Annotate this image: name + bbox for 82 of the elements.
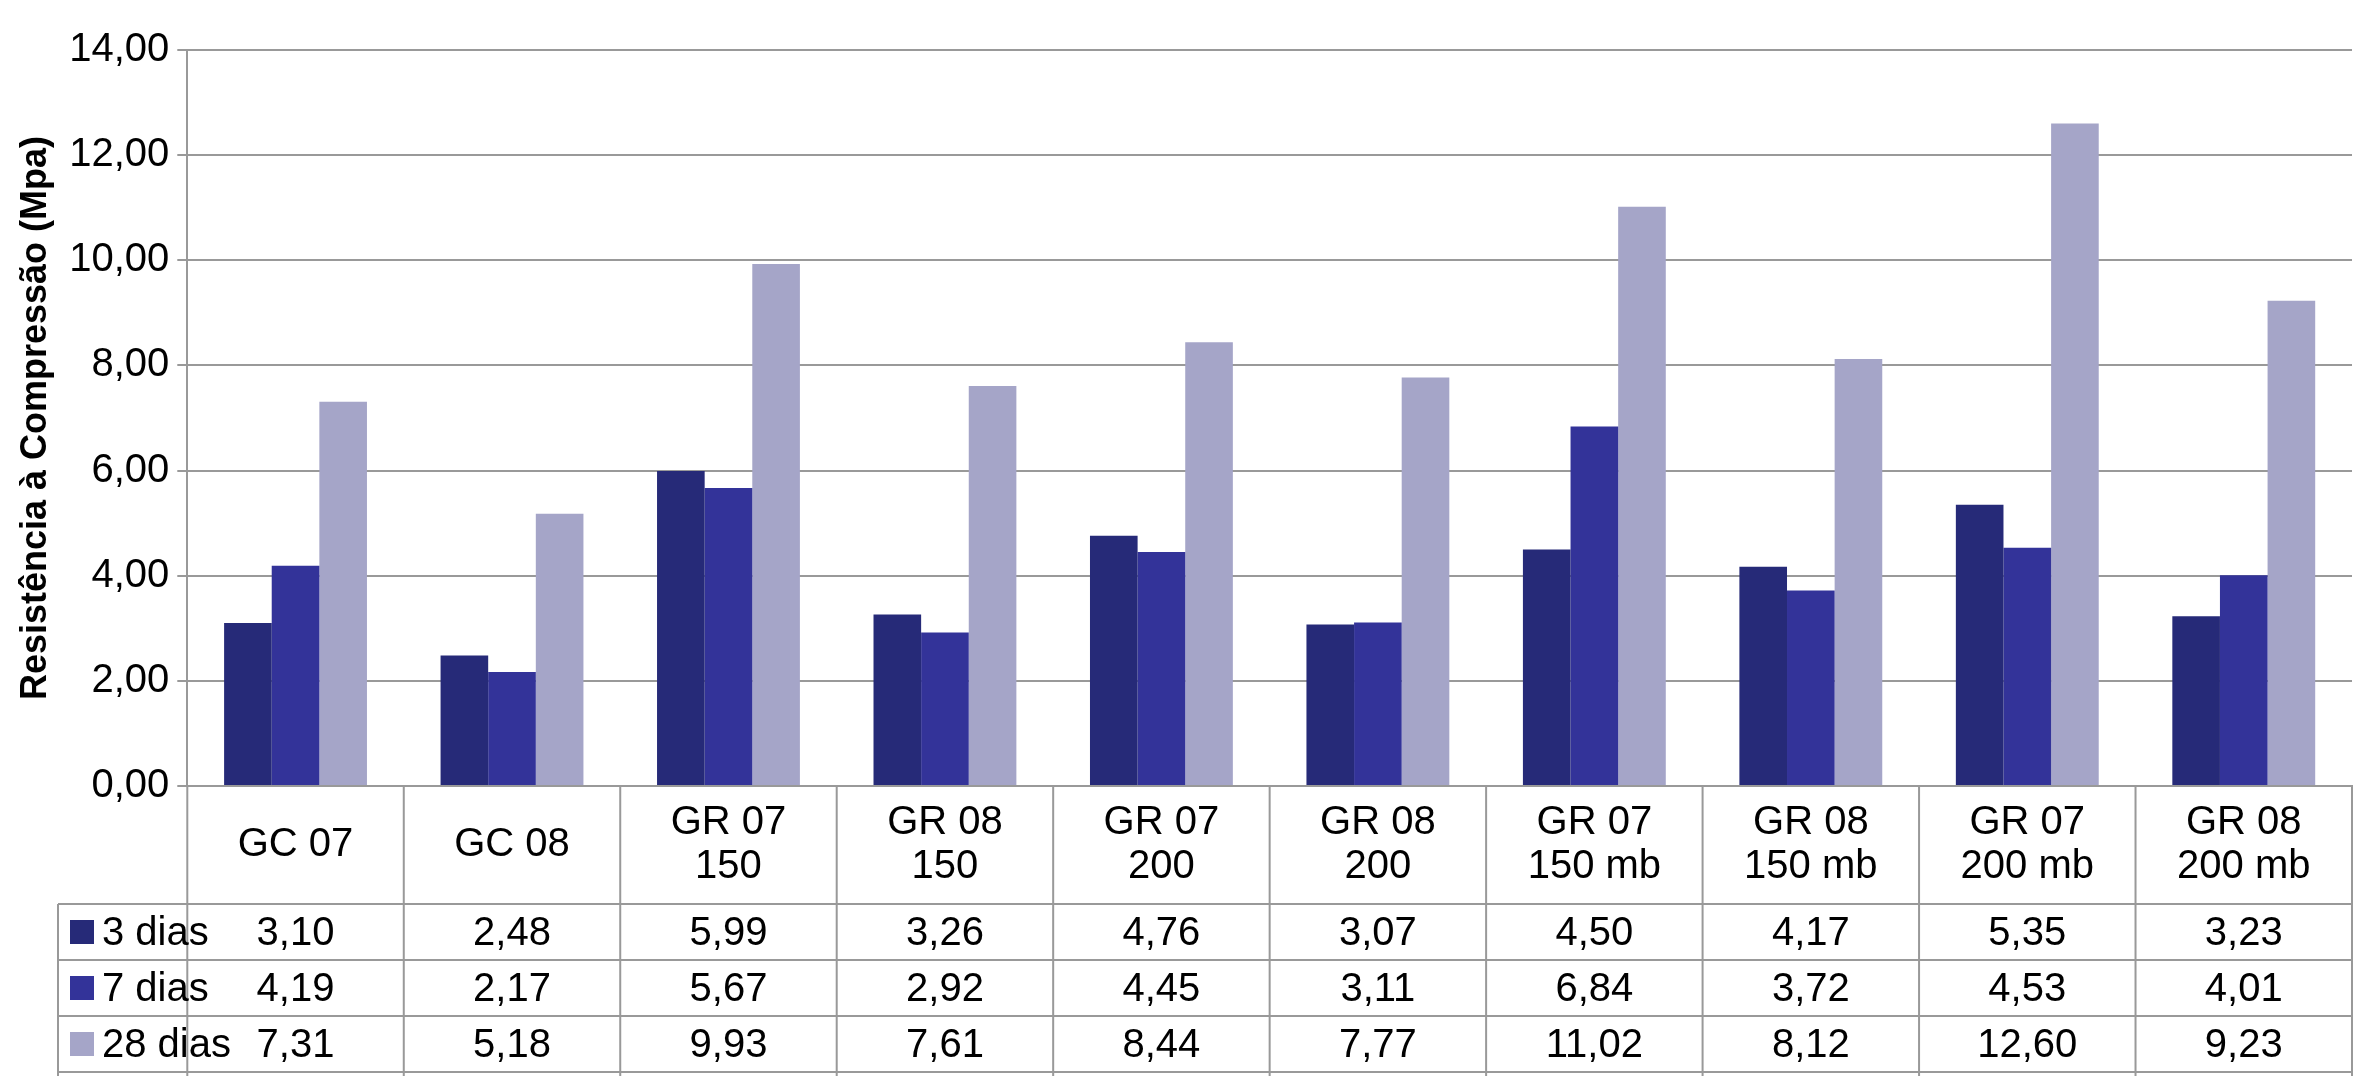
y-tick-label: 10,00 <box>69 235 170 280</box>
x-tick-label: GR 08 200 mb <box>2177 798 2311 887</box>
bar <box>1137 552 1186 785</box>
data-label: 7,61 <box>906 1021 984 1066</box>
x-tick-label: GR 08 150 <box>887 798 1003 887</box>
y-axis-title: Resistência à Compressão (Mpa) <box>12 135 54 701</box>
bar <box>1354 622 1402 785</box>
bar <box>1522 549 1571 785</box>
data-label: 7,77 <box>1338 1021 1417 1066</box>
data-label: 3,10 <box>256 909 335 954</box>
data-label: 3,11 <box>1340 965 1416 1010</box>
data-label: 4,53 <box>1988 965 2067 1010</box>
x-tick-label: GR 08 200 <box>1320 798 1436 887</box>
x-tick-label: GR 07 200 <box>1103 798 1220 887</box>
bar <box>488 671 536 785</box>
data-label: 5,18 <box>473 1021 551 1066</box>
legend-label: 3 dias <box>102 909 209 954</box>
y-tick-label: 12,00 <box>69 130 170 175</box>
data-label: 6,84 <box>1555 965 1634 1010</box>
bar <box>224 623 272 785</box>
data-label: 2,48 <box>473 909 551 954</box>
legend-label: 28 dias <box>102 1021 231 1066</box>
bar <box>535 513 584 785</box>
bar <box>657 471 705 785</box>
bar <box>1955 504 2004 785</box>
data-label: 5,67 <box>689 965 768 1010</box>
bar <box>2051 123 2099 785</box>
bar <box>1739 566 1788 785</box>
bar <box>704 487 753 785</box>
bar <box>968 385 1017 785</box>
data-label: 7,31 <box>256 1021 335 1066</box>
x-tick-label: GC 08 <box>454 820 570 865</box>
bar <box>271 565 320 785</box>
x-tick-label: GR 07 150 mb <box>1527 798 1662 887</box>
legend-label: 7 dias <box>102 965 209 1010</box>
bar <box>2003 547 2052 785</box>
bar <box>1089 535 1138 785</box>
x-tick-label: GC 07 <box>237 820 354 865</box>
data-label: 12,60 <box>1977 1021 2078 1066</box>
bar <box>319 401 367 785</box>
bar <box>1185 342 1233 785</box>
bar <box>873 614 922 785</box>
x-tick-label: GR 07 150 <box>670 798 787 887</box>
data-label: 9,23 <box>2204 1021 2283 1066</box>
data-label: 3,72 <box>1771 965 1850 1010</box>
bar <box>1618 206 1666 785</box>
y-tick-label: 8,00 <box>91 340 170 385</box>
data-label: 5,99 <box>689 909 768 954</box>
data-label: 4,50 <box>1555 909 1634 954</box>
bar <box>1787 590 1835 785</box>
bar <box>921 632 969 785</box>
data-label: 4,01 <box>2204 965 2283 1010</box>
x-tick-label: GR 07 200 mb <box>1960 798 2095 887</box>
x-tick-label: GR 08 150 mb <box>1744 798 1878 887</box>
y-tick-label: 14,00 <box>69 25 170 70</box>
bar <box>1834 359 1883 785</box>
data-label: 2,92 <box>906 965 984 1010</box>
bar <box>2172 616 2220 785</box>
data-label: 4,19 <box>256 965 335 1010</box>
data-label: 4,17 <box>1771 909 1850 954</box>
bar <box>1570 426 1619 785</box>
data-label: 3,07 <box>1338 909 1417 954</box>
bar <box>752 263 800 785</box>
data-label: 3,26 <box>906 909 984 954</box>
data-label: 5,35 <box>1988 909 2067 954</box>
bar <box>2219 575 2268 785</box>
y-tick-label: 2,00 <box>91 655 170 700</box>
data-label: 8,12 <box>1771 1021 1850 1066</box>
data-label: 9,93 <box>689 1021 768 1066</box>
bar <box>2267 300 2316 785</box>
data-label: 2,17 <box>473 965 551 1010</box>
data-label: 4,45 <box>1122 965 1201 1010</box>
data-label: 4,76 <box>1122 909 1201 954</box>
data-label: 3,23 <box>2204 909 2283 954</box>
y-tick-label: 0,00 <box>91 761 170 806</box>
bar <box>440 655 489 785</box>
y-tick-label: 4,00 <box>91 550 170 595</box>
y-tick-label: 6,00 <box>91 445 170 490</box>
bar <box>1401 377 1450 785</box>
data-label: 11,02 <box>1545 1021 1643 1066</box>
data-label: 8,44 <box>1122 1021 1201 1066</box>
bar <box>1306 624 1355 785</box>
